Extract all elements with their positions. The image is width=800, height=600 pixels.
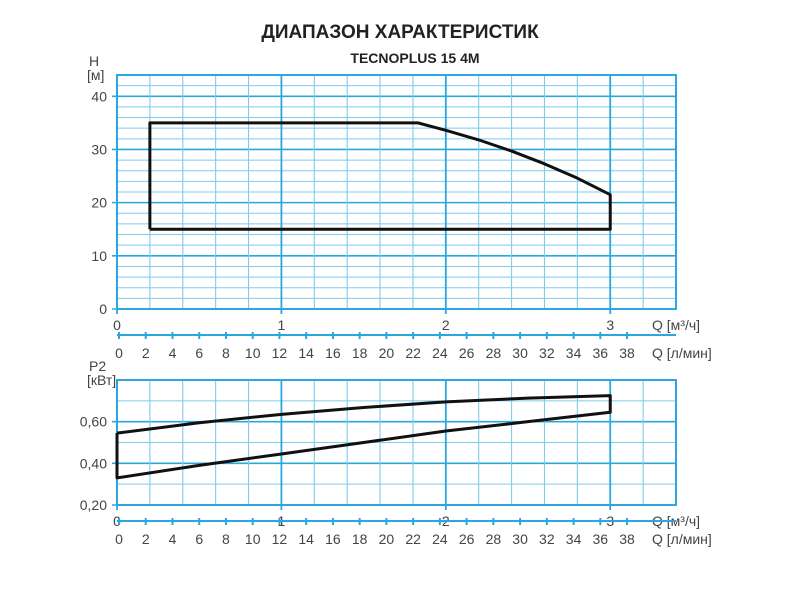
x2-tick-label: 0 [115, 345, 123, 361]
x2-tick-label: 24 [432, 531, 448, 547]
x2-tick-label: 34 [566, 531, 582, 547]
x2-tick-label: 38 [619, 345, 635, 361]
x2-tick-label: 28 [486, 345, 502, 361]
x2-tick-label: 18 [352, 345, 368, 361]
plot-border [116, 74, 677, 310]
x2-tick-label: 2 [142, 531, 150, 547]
x2-tick-label: 34 [566, 345, 582, 361]
x2-tick-label: 36 [593, 531, 609, 547]
x2-tick-label: 32 [539, 345, 555, 361]
y-tick-label: 0,20 [80, 497, 107, 513]
x2-tick-label: 4 [169, 531, 177, 547]
x2-tick-label: 10 [245, 345, 261, 361]
x2-tick-label: 20 [379, 531, 395, 547]
y-axis-label: P2 [89, 358, 106, 374]
x2-tick-label: 30 [512, 345, 528, 361]
x2-tick-label: 22 [405, 345, 421, 361]
y-tick-label: 0,60 [80, 414, 107, 430]
x2-tick-label: 18 [352, 531, 368, 547]
x2-tick-label: 22 [405, 531, 421, 547]
y-axis-unit: [кВт] [87, 372, 116, 388]
x2-tick-label: 20 [379, 345, 395, 361]
x2-tick-label: 16 [325, 531, 341, 547]
x2-tick-label: 2 [142, 345, 150, 361]
y-axis-unit: [м] [87, 67, 104, 83]
x2-tick-label: 26 [459, 531, 475, 547]
x-tick-label: 1 [278, 317, 286, 333]
y-tick-label: 0,40 [80, 455, 107, 471]
x2-tick-label: 36 [593, 345, 609, 361]
x2-tick-label: 8 [222, 345, 230, 361]
chart-subtitle: TECNOPLUS 15 4M [350, 50, 480, 66]
x2-tick-label: 0 [115, 531, 123, 547]
x-tick-label: 3 [606, 317, 614, 333]
x-tick-label: 2 [442, 317, 450, 333]
x2-axis-label: Q [л/мин] [652, 345, 712, 361]
x2-tick-label: 8 [222, 531, 230, 547]
x2-tick-label: 12 [272, 531, 288, 547]
x2-tick-label: 28 [486, 531, 502, 547]
x-axis-label: Q [м³/ч] [652, 513, 700, 529]
x-tick-label: 0 [113, 317, 121, 333]
x2-axis-label: Q [л/мин] [652, 531, 712, 547]
x2-tick-label: 4 [169, 345, 177, 361]
x2-tick-label: 6 [195, 531, 203, 547]
x2-tick-label: 24 [432, 345, 448, 361]
x2-tick-label: 14 [298, 531, 314, 547]
y-tick-label: 20 [91, 195, 107, 211]
series-power-range [115, 394, 612, 480]
chart-title: ДИАПАЗОН ХАРАКТЕРИСТИК [261, 22, 539, 43]
x2-tick-label: 30 [512, 531, 528, 547]
y-axis-label: H [89, 53, 99, 69]
y-tick-label: 10 [91, 248, 107, 264]
x-axis-label: Q [м³/ч] [652, 317, 700, 333]
x2-tick-label: 32 [539, 531, 555, 547]
x2-tick-label: 14 [298, 345, 314, 361]
series-operating-range [148, 121, 612, 231]
x2-tick-label: 10 [245, 531, 261, 547]
x2-tick-label: 38 [619, 531, 635, 547]
y-tick-label: 0 [99, 301, 107, 317]
x2-tick-label: 16 [325, 345, 341, 361]
y-tick-label: 30 [91, 141, 107, 157]
y-tick-label: 40 [91, 88, 107, 104]
x2-tick-label: 6 [195, 345, 203, 361]
x2-tick-label: 26 [459, 345, 475, 361]
x2-tick-label: 12 [272, 345, 288, 361]
